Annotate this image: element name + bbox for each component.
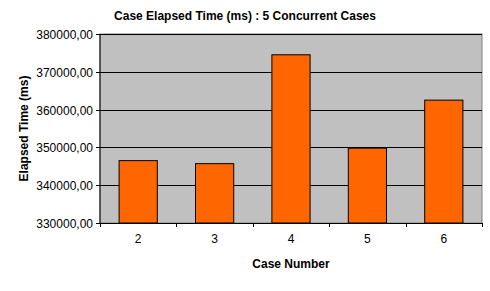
category-tick — [329, 223, 330, 227]
tick-label: 370000,00 — [36, 66, 93, 80]
category-tick — [253, 223, 254, 227]
bar — [425, 100, 463, 223]
tick-mark — [96, 110, 100, 111]
x-axis — [100, 223, 482, 224]
category-label: 2 — [135, 232, 142, 246]
category-label: 3 — [211, 232, 218, 246]
tick-label: 340000,00 — [36, 179, 93, 193]
bars — [119, 55, 463, 223]
tick-mark — [96, 223, 100, 224]
chart-svg: 330000,00 340000,00 350000,00 360000,00 3700… — [0, 0, 490, 291]
category-label: 4 — [288, 232, 295, 246]
category-label: 6 — [440, 232, 447, 246]
grid-line — [100, 34, 482, 35]
tick-label: 350000,00 — [36, 141, 93, 155]
x-axis-title: Case Number — [252, 257, 330, 271]
bar — [272, 55, 310, 223]
tick-mark — [96, 72, 100, 73]
bar — [348, 148, 386, 223]
plot-area — [100, 34, 482, 223]
tick-label: 380000,00 — [36, 28, 93, 42]
tick-mark — [96, 147, 100, 148]
tick-mark — [96, 185, 100, 186]
tick-mark — [96, 34, 100, 35]
tick-label: 360000,00 — [36, 104, 93, 118]
y-axis — [100, 34, 101, 223]
category-tick — [482, 223, 483, 227]
y-axis-title: Elapsed Time (ms) — [17, 76, 31, 182]
category-label: 5 — [364, 232, 371, 246]
tick-label: 330000,00 — [36, 217, 93, 231]
bar — [119, 161, 157, 223]
bar — [196, 164, 234, 223]
category-tick — [406, 223, 407, 227]
category-tick — [100, 223, 101, 227]
grid-line — [100, 223, 482, 224]
category-tick — [176, 223, 177, 227]
chart-container: 330000,00 340000,00 350000,00 360000,00 3700… — [0, 0, 490, 291]
chart-title: Case Elapsed Time (ms) : 5 Concurrent Ca… — [114, 9, 376, 23]
